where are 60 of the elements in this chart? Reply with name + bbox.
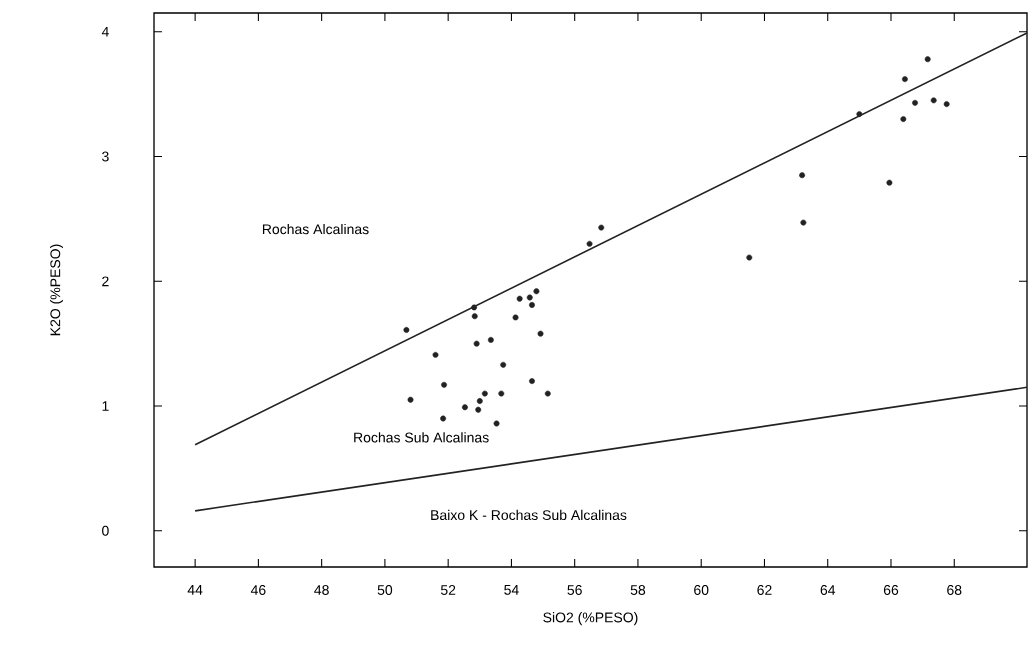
point	[943, 101, 950, 108]
point	[487, 336, 494, 343]
point	[526, 294, 533, 301]
point	[481, 390, 488, 397]
y-tick-label: 3	[102, 151, 109, 162]
x-tick-label: 48	[314, 585, 329, 595]
x-tick-label: 64	[820, 585, 836, 595]
point	[746, 254, 753, 261]
point	[930, 97, 937, 104]
point	[856, 111, 863, 117]
x-tick-label: 46	[250, 585, 266, 595]
point	[441, 381, 447, 388]
point	[403, 326, 410, 333]
x-axis-title: SiO2 (%PESO)	[543, 612, 638, 626]
y-tick-label: 4	[101, 26, 109, 37]
point	[529, 378, 535, 385]
point	[900, 116, 907, 122]
point	[537, 330, 544, 337]
point	[461, 404, 468, 411]
x-tick-label: 66	[883, 585, 899, 595]
x-tick-label: 52	[440, 585, 456, 595]
annotation: Rochas Sub Alcalinas	[354, 432, 489, 443]
point	[516, 295, 523, 302]
point	[512, 314, 519, 321]
point	[886, 179, 893, 186]
point	[533, 288, 540, 295]
x-tick-label: 62	[757, 585, 772, 595]
point	[471, 313, 478, 320]
point	[476, 398, 483, 404]
point	[471, 304, 478, 311]
x-tick-label: 54	[504, 585, 519, 595]
point	[598, 224, 605, 231]
point	[924, 56, 931, 63]
annotation: Rochas Alcalinas	[262, 223, 369, 235]
point	[544, 390, 551, 397]
point	[407, 396, 414, 403]
point	[529, 302, 535, 308]
x-tick-label: 56	[567, 585, 582, 595]
point	[901, 76, 908, 83]
x-tick-label: 60	[694, 585, 709, 595]
point	[498, 390, 505, 397]
point	[800, 219, 807, 226]
x-tick-label: 58	[630, 585, 646, 595]
point	[493, 420, 500, 427]
y-tick-label: 1	[102, 401, 109, 411]
point	[912, 99, 918, 106]
point	[799, 172, 806, 179]
point	[586, 240, 593, 247]
point	[475, 406, 482, 413]
annotation: Baixo K - Rochas Sub Alcalinas	[431, 509, 627, 521]
x-tick-label: 50	[377, 585, 393, 595]
point	[432, 351, 439, 358]
point	[500, 361, 507, 368]
y-tick-label: 2	[102, 276, 109, 287]
y-axis-title: K2O (%PESO)	[49, 244, 64, 336]
point	[473, 340, 480, 347]
x-tick-label: 44	[187, 585, 203, 595]
y-tick-label: 0	[102, 525, 109, 536]
x-tick-label: 68	[947, 585, 962, 595]
point	[440, 415, 447, 422]
